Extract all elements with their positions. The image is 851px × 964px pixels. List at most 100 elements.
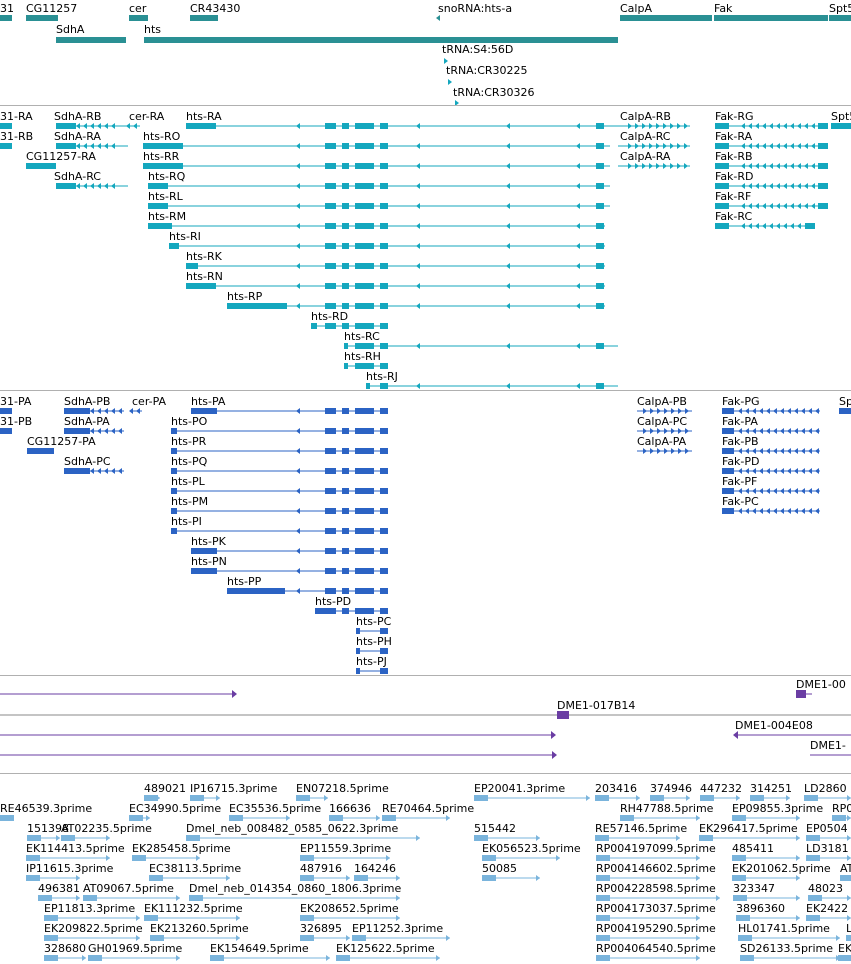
proteins-label-hts-pp[interactable]: hts-PP bbox=[227, 575, 262, 588]
proteins-label-fak-pb[interactable]: Fak-PB bbox=[722, 435, 759, 448]
exon-block[interactable] bbox=[380, 488, 388, 494]
proteins-label-sdha-pb[interactable]: SdhA-PB bbox=[64, 395, 111, 408]
proteins-label-hts-pj[interactable]: hts-PJ bbox=[356, 655, 387, 668]
bac-clones-label-dme1-004e08[interactable]: DME1-004E08 bbox=[735, 719, 813, 732]
ests-label-ek154649-5prime[interactable]: EK154649.5prime bbox=[210, 942, 309, 955]
est-block[interactable] bbox=[596, 875, 610, 881]
ests-label-rp004228598-5prime[interactable]: RP004228598.5prime bbox=[596, 882, 716, 895]
genes-label-cg11257[interactable]: CG11257 bbox=[26, 2, 78, 15]
est-block[interactable] bbox=[329, 815, 343, 821]
exon-block[interactable] bbox=[325, 323, 336, 329]
exon-block[interactable] bbox=[342, 323, 349, 329]
est-block[interactable] bbox=[44, 915, 58, 921]
bac-clones-label-dme1-017b14[interactable]: DME1-017B14 bbox=[557, 699, 636, 712]
exon-block[interactable] bbox=[64, 408, 90, 414]
est-block[interactable] bbox=[700, 795, 714, 801]
ests-label-ek2422[interactable]: EK2422 bbox=[806, 902, 849, 915]
transcripts-label-hts-rp[interactable]: hts-RP bbox=[227, 290, 263, 303]
exon-block[interactable] bbox=[355, 183, 374, 189]
proteins-label-31-pa[interactable]: 31-PA bbox=[0, 395, 32, 408]
gene-block[interactable] bbox=[714, 15, 828, 21]
exon-block[interactable] bbox=[342, 448, 349, 454]
est-block[interactable] bbox=[189, 895, 203, 901]
gene-block[interactable] bbox=[26, 15, 58, 21]
exon-block[interactable] bbox=[344, 363, 348, 369]
genes-label-trna-cr30225[interactable]: tRNA:CR30225 bbox=[446, 64, 528, 77]
est-block[interactable] bbox=[738, 935, 752, 941]
ests-label-re57146-5prime[interactable]: RE57146.5prime bbox=[595, 822, 688, 835]
genes-label-trna-cr30326[interactable]: tRNA:CR30326 bbox=[453, 86, 535, 99]
ests-label-re46539-3prime[interactable]: RE46539.3prime bbox=[0, 802, 93, 815]
proteins-label-fak-pg[interactable]: Fak-PG bbox=[722, 395, 760, 408]
genes-label-snorna-hts-a[interactable]: snoRNA:hts-a bbox=[438, 2, 513, 15]
proteins-label-hts-pn[interactable]: hts-PN bbox=[191, 555, 227, 568]
proteins-label-hts-pr[interactable]: hts-PR bbox=[171, 435, 207, 448]
exon-block[interactable] bbox=[818, 183, 828, 189]
exon-block[interactable] bbox=[380, 223, 388, 229]
transcripts-label-cer-ra[interactable]: cer-RA bbox=[129, 110, 165, 123]
est-block[interactable] bbox=[838, 955, 851, 961]
exon-block[interactable] bbox=[355, 363, 374, 369]
exon-block[interactable] bbox=[148, 223, 172, 229]
ests-label-dmel-neb-014354-0860-1806-3prime[interactable]: Dmel_neb_014354_0860_1806.3prime bbox=[189, 882, 402, 895]
exon-block[interactable] bbox=[722, 428, 734, 434]
ests-label-515442[interactable]: 515442 bbox=[474, 822, 516, 835]
exon-block[interactable] bbox=[380, 383, 388, 389]
est-block[interactable] bbox=[474, 795, 488, 801]
exon-block[interactable] bbox=[342, 488, 349, 494]
exon-block[interactable] bbox=[596, 263, 604, 269]
ests-label-166636[interactable]: 166636 bbox=[329, 802, 371, 815]
est-block[interactable] bbox=[482, 855, 496, 861]
bac-clone-block[interactable] bbox=[557, 711, 569, 719]
ests-label-dmel-neb-008482-0585-0622-3prime[interactable]: Dmel_neb_008482_0585_0622.3prime bbox=[186, 822, 399, 835]
transcripts-label-sdha-ra[interactable]: SdhA-RA bbox=[54, 130, 101, 143]
exon-block[interactable] bbox=[325, 203, 336, 209]
exon-block[interactable] bbox=[818, 203, 828, 209]
exon-block[interactable] bbox=[325, 548, 336, 554]
est-block[interactable] bbox=[44, 955, 58, 961]
ests-label-ep11559-3prime[interactable]: EP11559.3prime bbox=[300, 842, 392, 855]
proteins-label-fak-pc[interactable]: Fak-PC bbox=[722, 495, 759, 508]
transcripts-label-fak-ra[interactable]: Fak-RA bbox=[715, 130, 753, 143]
est-block[interactable] bbox=[808, 895, 822, 901]
exon-block[interactable] bbox=[186, 123, 216, 129]
exon-block[interactable] bbox=[148, 183, 168, 189]
transcripts-label-cg11257-ra[interactable]: CG11257-RA bbox=[26, 150, 96, 163]
exon-block[interactable] bbox=[380, 183, 388, 189]
ests-label-re70464-5prime[interactable]: RE70464.5prime bbox=[382, 802, 475, 815]
exon-block[interactable] bbox=[355, 123, 374, 129]
transcripts-label-hts-rd[interactable]: hts-RD bbox=[311, 310, 349, 323]
exon-block[interactable] bbox=[355, 163, 374, 169]
ests-label-at09067-5prime[interactable]: AT09067.5prime bbox=[83, 882, 174, 895]
exon-block[interactable] bbox=[355, 408, 374, 414]
est-block[interactable] bbox=[732, 855, 746, 861]
ests-label-ek285458-5prime[interactable]: EK285458.5prime bbox=[132, 842, 231, 855]
ests-label-496381[interactable]: 496381 bbox=[38, 882, 80, 895]
gene-block[interactable] bbox=[190, 15, 218, 21]
exon-block[interactable] bbox=[596, 143, 604, 149]
exon-block[interactable] bbox=[355, 303, 374, 309]
exon-block[interactable] bbox=[722, 508, 734, 514]
est-block[interactable] bbox=[354, 875, 368, 881]
proteins-label-calpa-pc[interactable]: CalpA-PC bbox=[637, 415, 688, 428]
ests-label-50085[interactable]: 50085 bbox=[482, 862, 517, 875]
est-block[interactable] bbox=[26, 875, 40, 881]
transcripts-label-hts-ra[interactable]: hts-RA bbox=[186, 110, 222, 123]
transcripts-label-sdha-rb[interactable]: SdhA-RB bbox=[54, 110, 102, 123]
ests-label-ek208652-5prime[interactable]: EK208652.5prime bbox=[300, 902, 399, 915]
transcripts-label-calpa-ra[interactable]: CalpA-RA bbox=[620, 150, 671, 163]
exon-block[interactable] bbox=[818, 163, 828, 169]
est-block[interactable] bbox=[732, 875, 746, 881]
est-block[interactable] bbox=[699, 835, 713, 841]
est-block[interactable] bbox=[806, 855, 820, 861]
ests-label-ld3181[interactable]: LD3181 bbox=[806, 842, 849, 855]
exon-block[interactable] bbox=[325, 488, 336, 494]
ests-label-151398[interactable]: 151398 bbox=[27, 822, 69, 835]
est-block[interactable] bbox=[61, 835, 75, 841]
ests-label-48023[interactable]: 48023 bbox=[808, 882, 843, 895]
exon-block[interactable] bbox=[325, 448, 336, 454]
ests-label-ek125622-5prime[interactable]: EK125622.5prime bbox=[336, 942, 435, 955]
ests-label-164246[interactable]: 164246 bbox=[354, 862, 396, 875]
gene-block[interactable] bbox=[144, 37, 618, 43]
